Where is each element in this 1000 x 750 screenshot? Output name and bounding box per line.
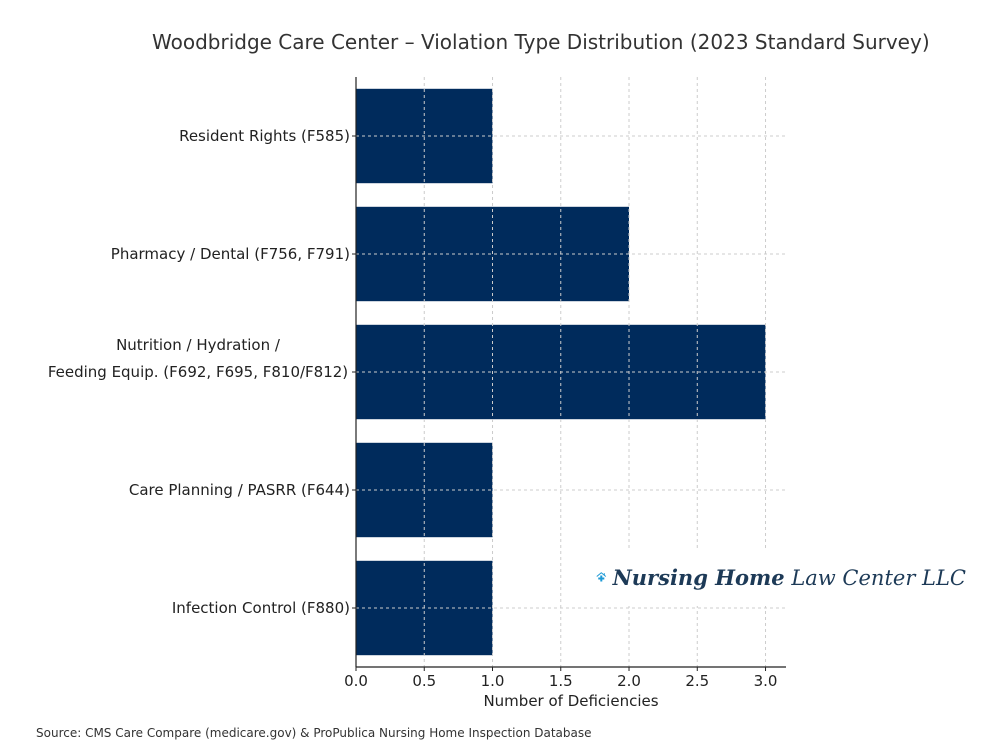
- logo: Nursing Home Law Center LLC: [596, 548, 966, 606]
- x-tick-label: 1.5: [549, 672, 573, 690]
- source-note: Source: CMS Care Compare (medicare.gov) …: [36, 726, 592, 740]
- y-tick-label: Infection Control (F880): [172, 599, 350, 617]
- house-medical-cross-icon: [596, 572, 607, 582]
- y-tick-label: Resident Rights (F585): [179, 127, 350, 145]
- y-tick-label: Care Planning / PASRR (F644): [129, 481, 350, 499]
- y-tick-label: Nutrition / Hydration / Feeding Equip. (F…: [48, 336, 348, 381]
- x-tick-label: 2.5: [685, 672, 709, 690]
- chart-title: Woodbridge Care Center – Violation Type …: [152, 30, 930, 54]
- x-tick-label: 0.0: [344, 672, 368, 690]
- x-tick-label: 2.0: [617, 672, 641, 690]
- x-tick-label: 1.0: [481, 672, 505, 690]
- y-tick-label: Pharmacy / Dental (F756, F791): [111, 245, 350, 263]
- logo-text: Nursing Home Law Center LLC: [612, 564, 966, 590]
- x-axis-label: Number of Deficiencies: [483, 692, 658, 710]
- x-tick-label: 3.0: [754, 672, 778, 690]
- x-tick-label: 0.5: [412, 672, 436, 690]
